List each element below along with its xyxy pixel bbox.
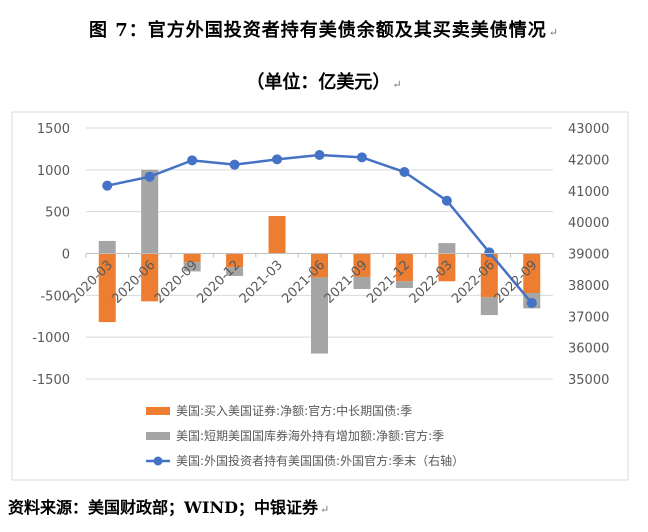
left-axis-tick: 500 [45, 206, 70, 221]
line-point [399, 167, 410, 178]
line-point [356, 152, 367, 163]
line-point [441, 195, 452, 206]
bar-short-term-bills [226, 267, 244, 276]
right-axis-tick: 43000 [568, 122, 609, 137]
bar-short-term-bills [183, 262, 201, 272]
legend-label: 美国:短期美国国库券海外持有增加额:净额:官方:季 [176, 428, 444, 443]
bar-short-term-bills [353, 276, 371, 289]
bar-short-term-bills [438, 243, 456, 254]
bar-short-term-bills [98, 240, 116, 254]
right-axis-tick: 36000 [568, 342, 609, 357]
line-point [272, 154, 283, 165]
bar-long-term-bonds [353, 253, 371, 277]
bar-long-term-bonds [311, 253, 328, 278]
right-axis-tick: 42000 [568, 153, 609, 168]
right-axis-tick: 39000 [568, 248, 609, 263]
bar-short-term-bills [395, 281, 413, 288]
right-axis-tick: 40000 [568, 216, 609, 231]
bar-long-term-bonds [141, 253, 159, 302]
line-point [187, 155, 198, 166]
left-axis-tick: 1500 [37, 122, 70, 137]
line-point [526, 298, 537, 309]
line-point [144, 171, 155, 182]
bar-long-term-bonds [438, 253, 456, 282]
legend-marker [153, 456, 163, 466]
chart-title: 图 7：官方外国投资者持有美债余额及其买卖美债情况 [0, 16, 648, 42]
right-axis-tick: 37000 [568, 310, 609, 325]
right-axis-tick: 35000 [568, 373, 609, 388]
line-point [314, 150, 325, 161]
line-point [102, 180, 113, 191]
right-axis-tick: 41000 [568, 185, 609, 200]
line-point [229, 159, 240, 170]
right-axis-tick: 38000 [568, 279, 609, 294]
bar-long-term-bonds [226, 253, 244, 268]
left-axis-tick: -1000 [32, 331, 70, 346]
left-axis-tick: 0 [62, 248, 70, 263]
line-point [484, 247, 495, 258]
bar-long-term-bonds [98, 253, 116, 323]
left-axis-tick: -500 [40, 289, 70, 304]
left-axis-tick: 1000 [37, 164, 70, 179]
legend-swatch [146, 432, 170, 440]
bar-long-term-bonds [480, 253, 498, 298]
chart-subtitle: （单位：亿美元） [0, 68, 648, 94]
bar-long-term-bonds [395, 253, 413, 282]
bar-long-term-bonds [523, 253, 541, 293]
legend-label: 美国:买入美国证券:净额:官方:中长期国债:季 [176, 403, 412, 418]
legend-swatch [146, 407, 170, 415]
bar-long-term-bonds [183, 253, 201, 263]
bar-long-term-bonds [268, 216, 286, 254]
bar-short-term-bills [311, 277, 328, 354]
left-axis-tick: -1500 [32, 373, 70, 388]
legend-label: 美国:外国投资者持有美国国债:外国官方:季末（右轴） [176, 453, 464, 468]
bar-short-term-bills [141, 169, 159, 254]
source-note: 资料来源：美国财政部；WIND；中银证券 [8, 494, 329, 518]
bar-short-term-bills [480, 297, 498, 316]
